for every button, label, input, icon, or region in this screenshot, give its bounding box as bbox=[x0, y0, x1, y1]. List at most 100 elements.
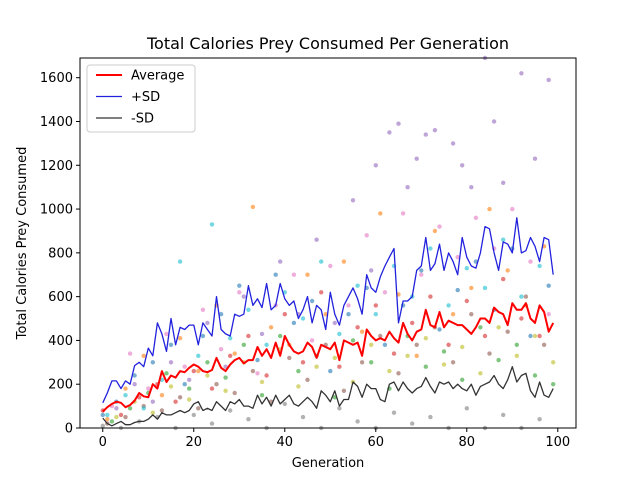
scatter-point-10-22 bbox=[501, 237, 506, 242]
scatter-point-2-21 bbox=[487, 206, 492, 212]
scatter-point-9-23 bbox=[532, 333, 538, 339]
scatter-point-7-3 bbox=[164, 331, 169, 337]
scatter-point-7-5 bbox=[200, 307, 206, 312]
scatter-point-1-10 bbox=[273, 272, 278, 277]
scatter-point-10-21 bbox=[482, 285, 488, 291]
scatter-point-2-18 bbox=[432, 228, 438, 234]
scatter-point-8-6 bbox=[209, 421, 215, 426]
scatter-point-9-5 bbox=[205, 373, 210, 378]
scatter-point-5-30 bbox=[546, 77, 551, 83]
y-axis: 0 200 400 600 800 1000 1200 1400 1600 bbox=[40, 71, 80, 437]
scatter-point-5-19 bbox=[414, 156, 419, 161]
scatter-point-10-9 bbox=[264, 342, 269, 347]
scatter-point-10-12 bbox=[319, 259, 324, 264]
scatter-point-9-21 bbox=[496, 325, 501, 330]
scatter-point-3-19 bbox=[460, 377, 465, 382]
scatter-point-6-4 bbox=[177, 395, 183, 400]
scatter-point-4-19 bbox=[446, 342, 451, 347]
scatter-point-4-22 bbox=[501, 276, 506, 282]
scatter-point-5-22 bbox=[450, 141, 456, 146]
scatter-point-2-17 bbox=[414, 353, 419, 358]
scatter-point-3-22 bbox=[514, 342, 519, 347]
y-axis-label: Total Calories Prey Consumed bbox=[15, 147, 30, 341]
scatter-point-6-3 bbox=[159, 408, 165, 413]
scatter-point-8-13 bbox=[337, 406, 342, 411]
scatter-point-10-24 bbox=[537, 263, 542, 269]
scatter-point-1-19 bbox=[437, 327, 442, 332]
scatter-point-9-19 bbox=[460, 344, 465, 350]
y-tick-label-0: 0 bbox=[65, 422, 73, 437]
scatter-point-7-1 bbox=[127, 351, 133, 356]
scatter-point-6-11 bbox=[305, 377, 310, 382]
scatter-point-3-13 bbox=[350, 338, 356, 343]
scatter-point-9-11 bbox=[314, 364, 319, 369]
scatter-point-10-4 bbox=[177, 259, 183, 264]
scatter-point-4-7 bbox=[228, 353, 233, 358]
scatter-point-5-21 bbox=[432, 128, 438, 133]
scatter-point-5-7 bbox=[241, 294, 246, 299]
scatter-point-5-13 bbox=[350, 198, 356, 203]
scatter-point-4-13 bbox=[337, 364, 342, 369]
scatter-point-5-17 bbox=[396, 121, 401, 126]
scatter-point-2-2 bbox=[141, 353, 146, 358]
scatter-point-5-26 bbox=[491, 119, 497, 124]
scatter-point-4-18 bbox=[428, 294, 433, 299]
scatter-point-8-20 bbox=[464, 406, 469, 411]
scatter-point-4-14 bbox=[355, 325, 360, 330]
legend-label-sd: -SD bbox=[131, 112, 154, 127]
scatter-point-2-12 bbox=[323, 312, 328, 317]
scatter-point-10-23 bbox=[519, 294, 524, 299]
scatter-point-5-29 bbox=[532, 156, 538, 161]
scatter-point-8-11 bbox=[300, 414, 306, 420]
scatter-point-7-7 bbox=[237, 290, 242, 295]
scatter-point-9-17 bbox=[423, 336, 428, 341]
scatter-point-6-1 bbox=[123, 414, 128, 420]
scatter-point-9-2 bbox=[150, 410, 155, 415]
scatter-point-5-5 bbox=[205, 320, 210, 326]
scatter-point-9-6 bbox=[223, 388, 228, 393]
y-tick-label-400: 400 bbox=[48, 334, 73, 349]
scatter-point-5-4 bbox=[187, 377, 192, 382]
scatter-point-8-22 bbox=[501, 412, 506, 418]
scatter-point-2-3 bbox=[159, 393, 165, 398]
scatter-point-1-25 bbox=[546, 283, 551, 288]
scatter-point-1-7 bbox=[218, 312, 224, 317]
scatter-point-7-18 bbox=[437, 224, 442, 229]
scatter-point-7-11 bbox=[309, 338, 315, 343]
scatter-point-6-8 bbox=[250, 368, 256, 374]
legend: Average +SD -SD bbox=[86, 64, 196, 133]
scatter-point-10-6 bbox=[209, 222, 215, 227]
scatter-point-1-4 bbox=[168, 342, 174, 347]
line-layer bbox=[102, 217, 555, 427]
scatter-point-9-16 bbox=[405, 353, 410, 358]
scatter-point-3-20 bbox=[478, 325, 483, 330]
scatter-point-2-14 bbox=[359, 329, 365, 334]
x-tick-label-60: 60 bbox=[368, 435, 385, 450]
scatter-point-2-9 bbox=[268, 325, 274, 330]
scatter-point-3-24 bbox=[551, 382, 556, 387]
y-tick-label-200: 200 bbox=[48, 378, 73, 393]
x-axis: 0 20 40 60 80 100 bbox=[99, 428, 570, 450]
scatter-point-3-23 bbox=[532, 373, 538, 378]
scatter-point-1-3 bbox=[150, 360, 155, 365]
scatter-point-7-15 bbox=[382, 290, 388, 295]
scatter-point-5-15 bbox=[373, 163, 378, 168]
scatter-point-1-11 bbox=[291, 320, 297, 326]
scatter-point-7-20 bbox=[473, 215, 479, 220]
scatter-point-6-19 bbox=[450, 360, 456, 365]
scatter-point-10-0 bbox=[105, 412, 110, 418]
scatter-point-6-20 bbox=[469, 312, 474, 317]
scatter-point-4-11 bbox=[300, 360, 306, 365]
scatter-point-7-6 bbox=[218, 347, 224, 352]
scatter-point-3-8 bbox=[259, 393, 265, 398]
scatter-point-6-22 bbox=[505, 329, 510, 334]
scatter-point-9-8 bbox=[259, 379, 265, 385]
y-tick-label-1400: 1400 bbox=[40, 115, 73, 130]
scatter-point-5-14 bbox=[369, 268, 374, 273]
scatter-point-7-13 bbox=[346, 303, 351, 308]
scatter-point-1-5 bbox=[182, 382, 187, 387]
scatter-point-10-2 bbox=[141, 406, 146, 411]
scatter-point-10-15 bbox=[373, 312, 378, 317]
scatter-point-3-4 bbox=[187, 386, 192, 391]
scatter-point-3-14 bbox=[369, 360, 374, 365]
